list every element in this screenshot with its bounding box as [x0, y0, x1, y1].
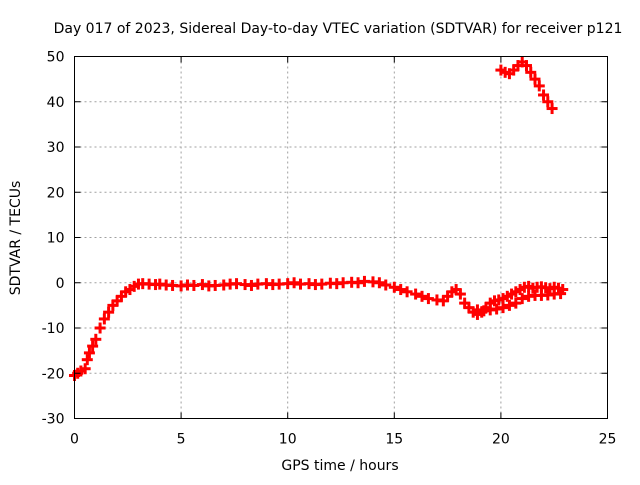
- data-point: [81, 354, 93, 366]
- data-point: [107, 299, 119, 311]
- data-point: [316, 278, 328, 290]
- data-point: [90, 333, 102, 345]
- data-point: [98, 313, 110, 325]
- data-point: [231, 278, 243, 290]
- x-tick-label: 10: [279, 432, 297, 448]
- y-axis-label: SDTVAR / TECUs: [8, 181, 24, 296]
- data-point: [497, 302, 509, 314]
- y-tick-label: 20: [47, 185, 65, 201]
- data-point: [358, 275, 370, 287]
- data-point: [395, 284, 407, 296]
- grid-lines: [74, 56, 608, 419]
- data-point: [463, 302, 475, 314]
- data-point: [111, 295, 123, 307]
- data-point: [373, 277, 385, 289]
- data-point: [459, 297, 471, 309]
- y-tick-label: 10: [47, 231, 65, 247]
- data-point: [380, 279, 392, 291]
- data-point: [454, 288, 466, 300]
- data-point: [294, 278, 306, 290]
- data-point: [115, 290, 127, 302]
- data-point: [516, 293, 528, 305]
- data-point: [401, 286, 413, 298]
- y-tick-label: 50: [47, 50, 65, 66]
- data-point: [79, 363, 91, 375]
- data-point: [94, 322, 106, 334]
- x-tick-label: 15: [385, 432, 403, 448]
- data-point: [510, 297, 522, 309]
- data-point: [337, 277, 349, 289]
- data-point: [503, 299, 515, 311]
- data-point: [422, 293, 434, 305]
- data-point: [416, 290, 428, 302]
- data-point: [388, 281, 400, 293]
- y-tick-label: 30: [47, 140, 65, 156]
- data-point: [188, 279, 200, 291]
- chart-title: Day 017 of 2023, Sidereal Day-to-day VTE…: [54, 21, 623, 37]
- data-point: [538, 89, 550, 101]
- y-tick-label: -20: [42, 366, 65, 382]
- data-point: [410, 288, 422, 300]
- y-tick-label: -30: [42, 412, 65, 428]
- y-tick-label: 0: [56, 276, 65, 292]
- x-axis-label: GPS time / hours: [281, 458, 398, 474]
- data-point: [103, 306, 115, 318]
- y-tick-label: -10: [42, 321, 65, 337]
- data-point: [533, 80, 545, 92]
- data-point: [209, 279, 221, 291]
- data-point: [437, 295, 449, 307]
- data-point: [273, 278, 285, 290]
- data-point: [542, 96, 554, 108]
- x-tick-label: 20: [492, 432, 510, 448]
- data-point: [442, 290, 454, 302]
- data-point: [508, 64, 520, 76]
- data-point: [83, 347, 95, 359]
- data-point: [252, 278, 264, 290]
- data-point: [546, 103, 558, 115]
- data-point: [450, 284, 462, 296]
- data-point: [167, 279, 179, 291]
- axis-tick-labels: 0 5 10 15 20 25 -30 -20 -10 0 10 20 30 40 50: [42, 50, 617, 448]
- x-tick-label: 0: [70, 432, 79, 448]
- data-point: [525, 66, 537, 78]
- axis-ticks: [74, 56, 608, 419]
- data-point: [529, 73, 541, 85]
- data-point: [555, 288, 567, 300]
- data-series-sdtvar: [69, 56, 569, 382]
- data-point: [520, 60, 532, 72]
- y-tick-label: 40: [47, 95, 65, 111]
- x-tick-label: 25: [599, 432, 617, 448]
- x-tick-label: 5: [177, 432, 186, 448]
- data-point: [87, 340, 99, 352]
